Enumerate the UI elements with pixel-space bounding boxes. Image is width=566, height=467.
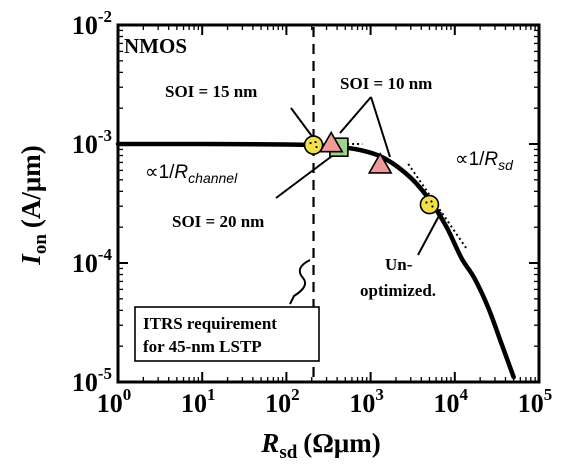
data-point-0-dot <box>314 140 317 144</box>
x-axis-label: Rsd (Ωμm) <box>260 428 380 463</box>
itrs-requirement-box <box>134 306 320 362</box>
x-tick-label-2: 102 <box>265 385 300 418</box>
x-tick-label-4: 104 <box>434 385 469 418</box>
y-axis-label: Ion(A/μm) <box>16 145 51 265</box>
data-point-0 <box>303 135 324 155</box>
leader-unoptimized <box>417 211 442 256</box>
plot-frame <box>116 23 541 384</box>
device-label: NMOS <box>124 34 187 58</box>
itrs-requirement-line1: ITRS requirement <box>143 314 277 333</box>
x-tick-label-1: 101 <box>181 385 216 418</box>
itrs-requirement-line2: for 45-nm LSTP <box>143 337 262 356</box>
x-tick-label-0: 100 <box>97 385 132 418</box>
data-markers <box>303 130 440 215</box>
leader-itrs <box>289 259 311 305</box>
y-tick-label-3: 10-5 <box>72 364 112 397</box>
label-soi20: SOI = 20 nm <box>172 212 264 231</box>
x-tick-label-3: 103 <box>349 385 384 418</box>
y-tick-label-1: 10-3 <box>72 126 112 159</box>
y-tick-label-0: 10-2 <box>72 7 112 40</box>
label-soi10: SOI = 10 nm <box>340 74 432 93</box>
y-tick-label-2: 10-4 <box>72 245 113 278</box>
label-prop-rsd: ∝1/Rsd <box>455 149 514 173</box>
label-unoptimized-1: Un- <box>385 255 413 274</box>
data-point-4 <box>419 194 440 215</box>
data-point-0-dot <box>309 141 312 145</box>
y-tick-labels: 10-2 10-3 10-4 10-5 <box>72 7 113 397</box>
data-point-4-dot <box>430 200 433 203</box>
leader-soi10-b <box>370 96 391 158</box>
data-point-3 <box>367 152 393 174</box>
x-tick-label-5: 105 <box>518 385 553 418</box>
data-point-4-dot <box>425 201 428 204</box>
data-point-0-dot <box>315 145 318 149</box>
leader-soi20 <box>275 155 333 199</box>
leader-lines <box>275 96 442 305</box>
data-point-2 <box>318 130 344 153</box>
label-prop-rchannel: ∝1/Rchannel <box>145 162 238 186</box>
label-unoptimized-2: optimized. <box>360 281 436 300</box>
x-tick-labels: 100 101 102 103 104 105 <box>97 385 553 418</box>
leader-soi15 <box>290 107 315 140</box>
data-point-4-dot <box>431 205 434 208</box>
series-line <box>115 141 516 380</box>
label-soi15: SOI = 15 nm <box>165 82 257 101</box>
leader-soi10-a <box>339 96 372 134</box>
tick-marks <box>117 24 540 383</box>
